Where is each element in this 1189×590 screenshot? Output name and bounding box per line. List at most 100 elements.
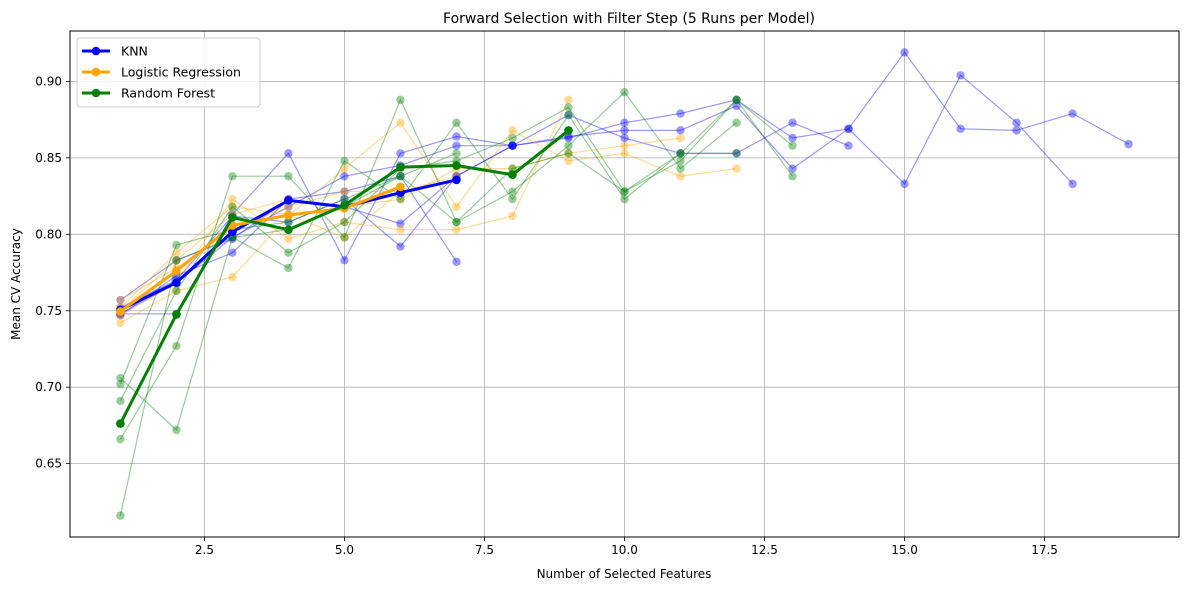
run-point (452, 202, 461, 212)
run-point (956, 124, 965, 134)
run-point (508, 187, 517, 196)
run-point (396, 172, 405, 181)
run-point (452, 141, 461, 150)
mean-point (284, 196, 293, 205)
run-point (1068, 179, 1077, 189)
run-point (676, 156, 685, 166)
run-point (284, 172, 293, 181)
run-point (1068, 109, 1077, 118)
run-point (228, 272, 237, 282)
run-point (396, 242, 405, 251)
run-point (900, 179, 909, 189)
run-point (564, 149, 573, 158)
run-point (508, 194, 517, 204)
run-point (676, 109, 685, 118)
run-point (1012, 126, 1021, 135)
run-point (340, 172, 349, 181)
run-point (508, 141, 517, 150)
mean-point (284, 225, 293, 235)
run-point (620, 87, 629, 97)
run-point (508, 164, 517, 173)
legend-marker (91, 67, 101, 77)
run-point (284, 149, 293, 158)
run-line (119, 91, 737, 440)
run-point (172, 256, 181, 265)
ticks: 2.5 5.0 7.5 10.0 12.5 15.0 17.5 0.65 0.70 0.75 0.8… (35, 74, 1058, 557)
run-point (116, 295, 125, 305)
run-point (956, 71, 965, 80)
y-axis-title: Mean CV Accuracy (9, 228, 23, 340)
run-point (676, 126, 685, 135)
y-tick-label: 0.85 (35, 151, 62, 165)
x-tick-label: 5.0 (335, 543, 354, 557)
run-point (732, 149, 741, 158)
run-line (119, 152, 457, 385)
y-tick-label: 0.75 (35, 304, 62, 318)
run-point (396, 219, 405, 228)
run-point (508, 141, 517, 150)
run-point (620, 126, 629, 135)
mean-line (119, 185, 402, 313)
run-point (396, 225, 405, 234)
x-axis-title: Number of Selected Features (537, 567, 712, 581)
run-point (564, 132, 573, 141)
y-tick-label: 0.90 (35, 74, 62, 88)
y-tick-label: 0.65 (35, 457, 62, 471)
run-point (788, 141, 797, 150)
run-point (284, 217, 293, 227)
run-point (452, 225, 461, 234)
run-point (788, 133, 797, 143)
run-point (116, 318, 125, 328)
run-point (620, 194, 629, 204)
run-point (620, 187, 629, 196)
x-tick-label: 7.5 (475, 543, 494, 557)
run-point (340, 194, 349, 204)
run-point (676, 149, 685, 158)
run-point (396, 172, 405, 181)
run-point (228, 194, 237, 204)
mean-point (228, 213, 237, 222)
legend-box (76, 37, 261, 108)
mean-point (172, 310, 181, 319)
run-point (452, 217, 461, 227)
run-line (120, 121, 737, 324)
run-line (120, 190, 401, 301)
run-point (508, 141, 517, 150)
run-point (620, 118, 629, 127)
run-point (340, 233, 349, 242)
run-point (284, 217, 293, 227)
run-line (120, 114, 849, 309)
run-point (116, 379, 125, 389)
run-point (732, 149, 741, 158)
run-point (564, 149, 573, 158)
mean-point (284, 210, 293, 220)
run-point (340, 156, 349, 166)
run-point (228, 202, 237, 212)
run-point (172, 256, 181, 265)
run-point (284, 263, 293, 273)
mean-point (564, 126, 573, 135)
mean-point (116, 307, 125, 316)
run-point (396, 194, 405, 204)
run-point (732, 95, 741, 104)
x-tick-label: 17.5 (1031, 543, 1058, 557)
run-point (564, 133, 573, 143)
mean-point (396, 162, 405, 172)
run-point (396, 194, 405, 204)
run-point (340, 164, 349, 173)
run-point (172, 286, 181, 296)
run-point (452, 132, 461, 141)
run-point (172, 256, 181, 265)
run-point (564, 156, 573, 166)
legend-label: KNN (121, 44, 148, 59)
run-point (732, 95, 741, 104)
run-point (340, 217, 349, 227)
run-point (508, 164, 517, 173)
run-point (788, 164, 797, 173)
run-point (228, 172, 237, 181)
run-point (620, 149, 629, 158)
run-point (396, 118, 405, 127)
legend-label: Logistic Regression (121, 65, 241, 80)
run-point (116, 511, 125, 520)
run-line (119, 98, 793, 402)
